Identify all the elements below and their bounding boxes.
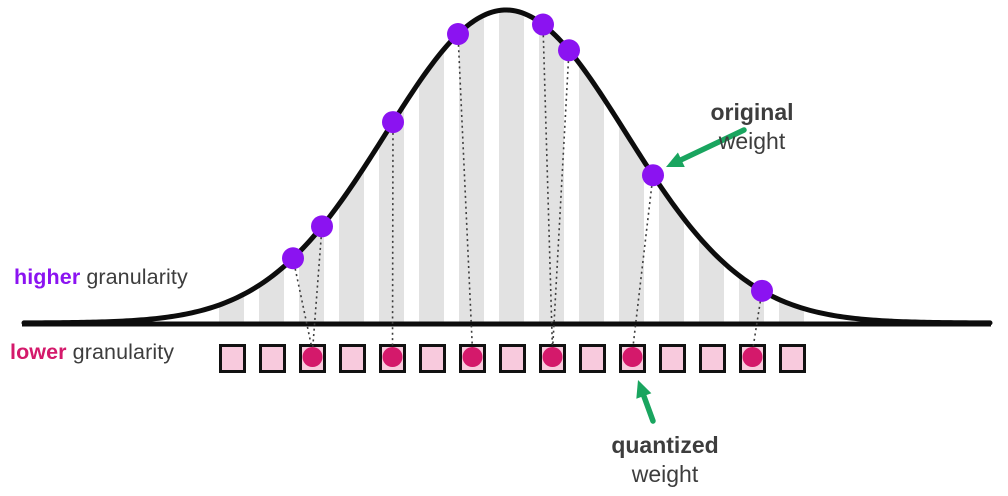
mapping-line: [391, 122, 394, 352]
mapping-line: [631, 175, 654, 352]
quantization-level-square: [259, 344, 286, 373]
quantized-weight-dot: [742, 347, 763, 367]
quantization-level-square: [339, 344, 366, 373]
lower-granularity-label: lower granularity: [10, 340, 174, 365]
quantization-level-square: [579, 344, 606, 373]
granularity-bar: [739, 10, 764, 322]
original-word: original: [710, 99, 794, 125]
quantization-level-square: [659, 344, 686, 373]
original-weight-dot: [532, 13, 554, 36]
granularity-bar: [619, 10, 644, 322]
higher-word: higher: [14, 265, 81, 289]
green-arrow-shaft: [640, 391, 656, 424]
quantization-level-square: [779, 344, 806, 373]
quantized-weight-dot: [542, 347, 563, 367]
higher-rest: granularity: [86, 265, 188, 289]
original-weight-dot: [751, 279, 773, 302]
higher-granularity-label: higher granularity: [14, 265, 188, 290]
original-weight-dot: [447, 23, 469, 46]
quantized-weight-word: weight: [631, 460, 699, 487]
quantization-level-square: [219, 344, 246, 373]
granularity-bar: [779, 10, 804, 322]
original-weight-dot: [382, 111, 404, 134]
mapping-line: [542, 24, 554, 352]
lower-word: lower: [10, 340, 67, 364]
quantized-weight-dot: [462, 347, 483, 367]
mapping-line: [551, 50, 570, 352]
granularity-bars: [219, 10, 804, 322]
quantization-level-square: [499, 344, 526, 373]
granularity-bar: [419, 10, 444, 322]
quantized-weight-label: quantized weight: [583, 431, 747, 489]
original-weight-dot: [642, 164, 664, 187]
original-weight-label: original weight: [683, 98, 821, 156]
green-arrowhead-icon: [666, 152, 685, 167]
green-arrowhead-icon: [636, 380, 652, 399]
green-arrow-shaft: [676, 127, 747, 164]
granularity-bar: [339, 10, 364, 322]
quantized-weight-dot: [382, 347, 403, 367]
quantized-weight-dot: [622, 347, 643, 367]
quantized-word: quantized: [611, 432, 719, 458]
original-weight-dots: [282, 13, 773, 302]
original-weight-word: weight: [718, 127, 786, 154]
granularity-bar: [699, 10, 724, 322]
distribution-curve: [21, 7, 993, 326]
granularity-bar: [299, 10, 324, 322]
lower-rest: granularity: [72, 340, 175, 364]
annotation-arrows: [636, 127, 747, 424]
mapping-lines: [292, 24, 763, 352]
granularity-bar: [219, 10, 244, 322]
quantized-weight-dot: [302, 347, 323, 367]
original-weight-dot: [282, 247, 304, 270]
granularity-bar: [579, 10, 604, 322]
granularity-bar: [459, 10, 484, 322]
granularity-bar: [379, 10, 404, 322]
quantization-level-square: [699, 344, 726, 373]
original-weight-dot: [311, 215, 333, 238]
quantization-level-square: [419, 344, 446, 373]
original-weight-dot: [558, 39, 580, 62]
mapping-line: [311, 226, 323, 352]
granularity-bar: [499, 10, 524, 322]
granularity-bar: [539, 10, 564, 322]
quantized-weight-dots: [302, 347, 763, 367]
